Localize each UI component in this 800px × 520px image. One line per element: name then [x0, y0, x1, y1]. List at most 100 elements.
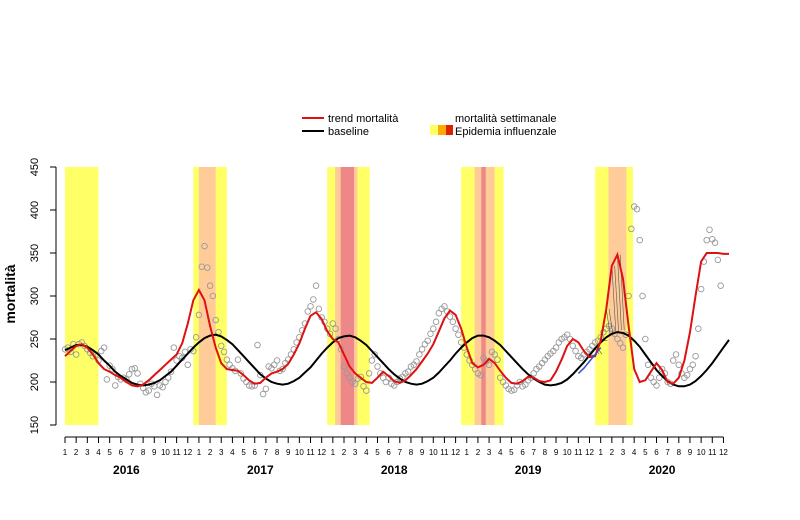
weekly-point — [131, 364, 138, 372]
y-tick-label: 250 — [29, 330, 41, 348]
weekly-point — [633, 205, 641, 213]
month-tick-label: 10 — [295, 448, 304, 457]
weekly-point — [195, 311, 203, 319]
month-tick-label: 2 — [342, 448, 347, 457]
month-tick-label: 1 — [331, 448, 336, 457]
trend-line — [64, 251, 729, 388]
weekly-point — [703, 236, 710, 244]
weekly-point — [669, 357, 677, 364]
weekly-point — [201, 242, 208, 250]
weekly-point — [220, 348, 228, 356]
weekly-point — [365, 370, 373, 377]
weekly-point — [209, 292, 217, 300]
weekly-point — [714, 256, 722, 264]
weekly-point — [569, 342, 577, 350]
weekly-point — [457, 339, 465, 346]
weekly-point — [307, 303, 314, 310]
month-tick-label: 8 — [543, 448, 548, 457]
influenza-band-high — [481, 167, 486, 425]
month-tick-label: 12 — [585, 448, 594, 457]
month-tick-label: 9 — [286, 448, 291, 457]
weekly-point — [184, 361, 192, 369]
month-tick-label: 6 — [386, 448, 391, 457]
weekly-point — [237, 370, 245, 377]
weekly-point — [170, 344, 178, 351]
month-tick-label: 7 — [398, 448, 403, 457]
month-tick-label: 3 — [353, 448, 358, 457]
y-tick-label: 150 — [29, 416, 41, 434]
weekly-point — [455, 331, 462, 338]
month-tick-label: 4 — [632, 448, 637, 457]
month-tick-label: 11 — [440, 448, 449, 457]
y-tick-label: 200 — [29, 373, 41, 391]
month-tick-label: 2 — [610, 448, 615, 457]
weekly-point — [212, 316, 219, 324]
weekly-point — [636, 236, 643, 244]
weekly-point — [340, 363, 348, 370]
weekly-point — [689, 361, 697, 369]
weekly-point — [572, 347, 579, 355]
weekly-point — [485, 361, 493, 369]
weekly-point — [259, 390, 267, 398]
month-tick-label: 8 — [409, 448, 414, 457]
weekly-point — [413, 358, 420, 365]
weekly-point — [103, 376, 111, 383]
month-tick-label: 7 — [264, 448, 269, 457]
weekly-point — [204, 264, 211, 271]
month-tick-label: 8 — [141, 448, 146, 457]
weekly-point — [449, 318, 457, 326]
month-tick-label: 11 — [708, 448, 717, 457]
legend-baseline-label: baseline — [328, 126, 369, 138]
weekly-point — [441, 303, 448, 310]
blue-segment-line — [577, 347, 602, 374]
influenza-band-low — [65, 167, 99, 425]
weekly-point — [628, 225, 635, 233]
month-tick-label: 7 — [531, 448, 536, 457]
month-tick-label: 1 — [197, 448, 202, 457]
hatch-line — [611, 265, 617, 332]
month-tick-label: 6 — [119, 448, 124, 457]
month-tick-label: 2 — [74, 448, 79, 457]
influenza-band-mid — [198, 167, 216, 425]
weekly-point — [254, 341, 261, 349]
weekly-point — [363, 387, 370, 394]
legend-epidemic-swatch-high — [446, 125, 453, 135]
weekly-point — [706, 226, 713, 234]
weekly-point — [206, 282, 214, 289]
weekly-point — [312, 282, 320, 289]
month-tick-label: 5 — [107, 448, 112, 457]
hatch-line — [608, 308, 614, 336]
month-tick-label: 4 — [96, 448, 101, 457]
hatch-line — [617, 254, 622, 331]
month-tick-label: 12 — [719, 448, 728, 457]
year-label: 2020 — [649, 463, 676, 477]
month-tick-label: 1 — [465, 448, 470, 457]
weekly-point — [262, 385, 270, 393]
month-tick-label: 5 — [643, 448, 648, 457]
weekly-point — [697, 285, 705, 293]
weekly-point — [695, 325, 702, 332]
month-tick-label: 4 — [364, 448, 369, 457]
weekly-point — [656, 374, 663, 381]
weekly-point — [304, 308, 311, 315]
month-tick-label: 2 — [476, 448, 481, 457]
month-tick-label: 5 — [375, 448, 380, 457]
legend-weekly-label: mortalità settimanale — [455, 113, 557, 125]
month-tick-label: 8 — [677, 448, 682, 457]
month-tick-label: 4 — [230, 448, 235, 457]
month-tick-label: 12 — [317, 448, 326, 457]
month-tick-label: 9 — [420, 448, 425, 457]
weekly-point — [111, 382, 119, 389]
weekly-point — [430, 325, 437, 332]
influenza-band-high — [340, 167, 355, 425]
month-tick-label: 2 — [208, 448, 213, 457]
weekly-point — [72, 351, 80, 358]
weekly-point — [642, 335, 649, 343]
hatch-line — [605, 308, 611, 336]
weekly-point — [374, 363, 381, 370]
y-tick-label: 400 — [29, 201, 41, 219]
month-tick-label: 4 — [498, 448, 503, 457]
weekly-point — [416, 351, 423, 358]
weekly-point — [257, 371, 264, 379]
